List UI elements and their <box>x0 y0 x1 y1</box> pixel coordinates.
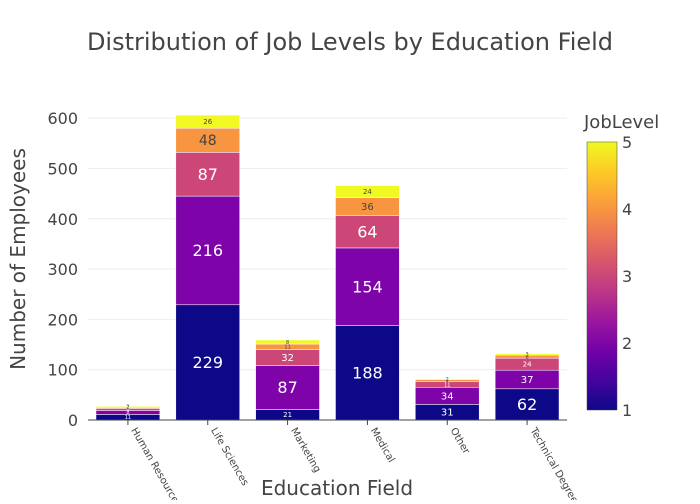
y-axis-title: Number of Employees <box>6 148 30 370</box>
colorbar-tick-label: 1 <box>622 401 632 420</box>
data-label: 4 <box>446 379 449 385</box>
x-axis-title: Education Field <box>261 476 413 500</box>
data-label: 34 <box>441 391 454 402</box>
colorbar-title: JobLevel <box>583 112 659 133</box>
bar-segment[interactable] <box>415 378 480 380</box>
colorbar-tick-label: 2 <box>622 334 632 353</box>
x-tick-label: Marketing <box>288 426 322 475</box>
x-tick-label: Life Sciences <box>208 426 250 488</box>
y-tick-label: 100 <box>47 361 78 380</box>
colorbar-tick-label: 4 <box>622 200 632 219</box>
colorbar-tick-label: 3 <box>622 267 632 286</box>
data-label: 37 <box>521 375 534 386</box>
data-label: 21 <box>283 411 292 419</box>
colorbar-gradient <box>586 141 618 411</box>
data-label: 48 <box>199 133 217 149</box>
data-label: 11 <box>284 345 290 351</box>
data-label: 2 <box>126 405 129 411</box>
bar-segment[interactable] <box>335 325 400 421</box>
data-label: 2 <box>446 377 449 383</box>
data-label: 24 <box>363 188 372 196</box>
bar-segment[interactable] <box>175 152 240 197</box>
data-label: 8 <box>126 410 129 416</box>
y-axis-ticks: 0 100 200 300 400 500 600 <box>47 109 78 430</box>
bar-segment[interactable] <box>175 304 240 421</box>
data-label: 4 <box>126 407 129 413</box>
data-label: 188 <box>352 363 383 382</box>
data-label: 11 <box>125 415 131 421</box>
chart-title: Distribution of Job Levels by Education … <box>87 28 613 56</box>
data-label: 8 <box>286 340 289 346</box>
y-tick-label: 300 <box>47 260 78 279</box>
data-label: 36 <box>361 202 374 213</box>
x-tick-label: Other <box>448 426 472 457</box>
bars: 1184222292168748262187321181881546436243… <box>95 114 560 421</box>
data-label: 31 <box>441 408 454 419</box>
bar-segment[interactable] <box>335 247 400 326</box>
bar-segment[interactable] <box>494 353 560 356</box>
x-tick-label: Human Resources <box>128 426 183 500</box>
gridlines <box>88 117 567 371</box>
data-label: 6 <box>525 354 528 360</box>
bar-segment[interactable] <box>335 215 400 249</box>
data-label: 154 <box>352 277 383 296</box>
data-label: 62 <box>517 395 537 414</box>
data-label: 11 <box>444 382 450 388</box>
x-tick-label: Medical <box>368 426 397 465</box>
y-tick-label: 600 <box>47 109 78 128</box>
bar-segment[interactable] <box>175 127 240 153</box>
x-tick-label: Technical Degree <box>527 425 580 500</box>
bar-segment[interactable] <box>255 339 320 345</box>
y-tick-label: 400 <box>47 210 78 229</box>
data-label: 64 <box>357 222 377 241</box>
bar-segment[interactable] <box>175 195 240 306</box>
data-label: 229 <box>192 353 223 372</box>
y-tick-label: 500 <box>47 159 78 178</box>
bar-segment[interactable] <box>175 114 240 129</box>
data-label: 2 <box>126 406 129 412</box>
data-label: 87 <box>277 378 297 397</box>
y-tick-label: 0 <box>68 411 78 430</box>
data-label: 26 <box>203 118 212 126</box>
data-label: 87 <box>198 165 218 184</box>
y-tick-label: 200 <box>47 310 78 329</box>
bar-segment[interactable] <box>335 185 400 198</box>
bar-segment[interactable] <box>255 365 320 410</box>
data-label: 32 <box>281 353 294 364</box>
data-label: 216 <box>192 241 223 260</box>
colorbar: JobLevel 1 2 3 4 5 <box>583 112 659 420</box>
bar-segment[interactable] <box>95 406 161 408</box>
data-label: 3 <box>525 352 528 358</box>
colorbar-tick-label: 5 <box>622 133 632 152</box>
data-label: 24 <box>523 361 532 369</box>
